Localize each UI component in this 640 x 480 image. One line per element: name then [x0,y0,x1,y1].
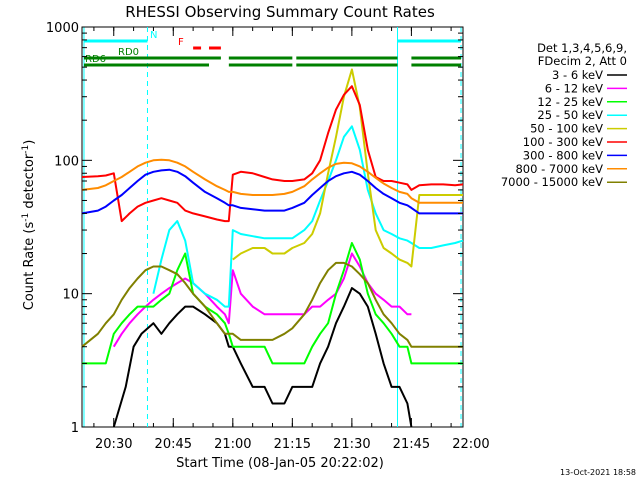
plot-frame [81,26,464,428]
flag-label: RD6 [85,54,106,65]
legend-entry-label: 800 - 7000 keV [515,162,603,176]
x-tick-label: 21:00 [214,437,251,452]
y-tick-label: 100 [54,154,79,169]
y-label-end: ) [22,140,37,145]
x-tick-label: 20:45 [155,437,192,452]
legend: Det 1,3,4,5,6,9, FDecim 2, Att 0 3 - 6 k… [501,41,627,189]
legend-entry-label: 300 - 800 keV [523,148,603,162]
x-tick-label: 21:30 [333,437,370,452]
legend-entry-label: 7000 - 15000 keV [501,175,603,189]
y-label-mid: detector [22,153,37,213]
legend-header-1: Det 1,3,4,5,6,9, [537,41,627,55]
y-tick-label: 1000 [46,21,79,36]
plot-area [81,26,464,428]
series-line [112,287,413,428]
series-line [81,261,463,348]
y-label-main: Count Rate (s [22,222,37,311]
x-axis: 20:30 20:45 21:00 21:15 21:30 21:45 22:00 [93,27,490,452]
series-line [81,158,463,204]
y-label-sup1: -1 [21,213,31,222]
y-axis-label: Count Rate (s-1 detector-1) [21,140,37,311]
series-line [152,125,464,308]
legend-entry-label: 50 - 100 keV [530,122,603,136]
timestamp-annotation: 13-Oct-2021 18:58 [560,468,636,477]
y-tick-label: 10 [62,288,79,303]
flag-label: N [150,30,157,41]
interval-lines [83,27,462,427]
x-tick-label: 21:15 [274,437,311,452]
legend-header-2: FDecim 2, Att 0 [538,54,627,68]
series-line [81,85,464,223]
legend-entry-label: 25 - 50 keV [537,108,603,122]
y-tick-label: 1 [71,421,79,436]
series-line [232,68,463,268]
x-tick-label: 22:00 [452,437,489,452]
flag-label: F [178,37,184,48]
flag-label: RD0 [118,47,139,58]
x-tick-label: 21:45 [393,437,430,452]
legend-entry-label: 12 - 25 keV [537,95,603,109]
y-axis: 1 10 100 1000 [46,21,463,436]
legend-entry-label: 100 - 300 keV [523,135,603,149]
legend-entry-label: 6 - 12 keV [545,81,603,95]
x-axis-label: Start Time (08-Jan-05 20:22:02) [176,456,384,471]
x-tick-label: 20:30 [95,437,132,452]
chart-title: RHESSI Observing Summary Count Rates [125,3,435,21]
series-line [81,168,463,215]
series-lines [81,68,464,428]
legend-entry-label: 3 - 6 keV [552,68,603,82]
series-line [82,242,463,365]
y-label-sup2: -1 [21,145,31,154]
flag-bars: N F RD0 RD6 [83,30,462,67]
